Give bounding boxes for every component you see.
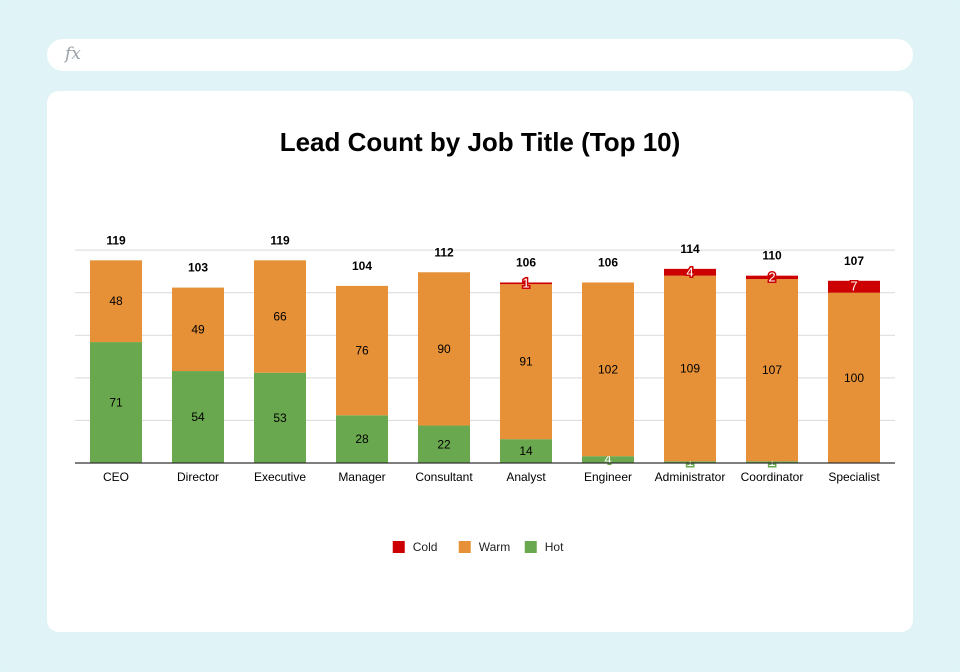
total-label: 119: [106, 233, 126, 247]
data-label: 49: [191, 322, 205, 336]
data-label: 1: [522, 275, 529, 290]
data-label: 107: [762, 363, 782, 377]
data-label: 14: [519, 444, 533, 458]
bar-hot: [418, 425, 470, 463]
x-tick-label: Manager: [338, 470, 385, 484]
data-label: 22: [437, 437, 451, 451]
total-label: 103: [188, 261, 208, 275]
bar-hot: [500, 439, 552, 463]
chart-title: Lead Count by Job Title (Top 10): [279, 127, 681, 157]
fx-icon: fx: [65, 44, 81, 64]
data-label: 76: [355, 344, 369, 358]
bar-warm: [664, 275, 716, 462]
total-label: 119: [270, 233, 290, 247]
bar-cold: [500, 282, 552, 285]
x-tick-label: Administrator: [655, 470, 726, 484]
data-label: 4: [604, 452, 611, 467]
stacked-bar-chart: 7148119CEO5449103Director5366119Executiv…: [75, 233, 895, 554]
bar-hot: [172, 371, 224, 463]
bar-warm: [336, 285, 388, 416]
bar-hot: [664, 461, 716, 463]
data-label: 53: [273, 411, 287, 425]
data-label: 7: [850, 279, 857, 294]
legend-swatch-warm: [458, 541, 471, 553]
x-tick-label: Director: [177, 470, 219, 484]
x-tick-label: CEO: [103, 470, 129, 484]
data-label: 28: [355, 432, 369, 446]
legend-label-cold: Cold: [413, 540, 438, 554]
legend-label-hot: Hot: [545, 540, 564, 554]
x-tick-label: Executive: [254, 470, 306, 484]
bar-warm: [90, 260, 142, 343]
x-tick-label: Specialist: [828, 470, 880, 484]
x-tick-label: Engineer: [584, 470, 632, 484]
bar-warm: [828, 292, 880, 463]
data-label: 109: [680, 361, 700, 375]
bar-warm: [254, 260, 306, 373]
bar-hot: [254, 372, 306, 463]
bar-warm: [746, 279, 798, 462]
legend-swatch-hot: [524, 541, 537, 553]
total-label: 106: [516, 255, 536, 269]
data-label: 91: [519, 355, 533, 369]
formula-bar[interactable]: fx: [47, 39, 913, 71]
data-label: 66: [273, 310, 287, 324]
x-tick-label: Consultant: [415, 470, 473, 484]
bar-hot: [746, 461, 798, 463]
data-label: 1: [686, 454, 693, 469]
data-label: 90: [437, 342, 451, 356]
bar-cold: [828, 280, 880, 293]
data-label: 1: [768, 454, 775, 469]
total-label: 112: [434, 245, 454, 259]
bar-warm: [582, 282, 634, 457]
bar-warm: [500, 284, 552, 440]
total-label: 106: [598, 255, 618, 269]
legend-swatch-cold: [392, 541, 405, 553]
data-label: 4: [686, 264, 693, 279]
total-label: 104: [352, 259, 372, 273]
bar-hot: [582, 456, 634, 463]
total-label: 110: [762, 249, 782, 263]
bar-warm: [418, 272, 470, 426]
data-label: 100: [844, 371, 864, 385]
data-label: 48: [109, 294, 123, 308]
bar-hot: [90, 342, 142, 463]
bar-warm: [172, 287, 224, 372]
data-label: 102: [598, 362, 618, 376]
bar-cold: [664, 268, 716, 276]
data-label: 71: [109, 396, 123, 410]
data-label: 54: [191, 410, 205, 424]
bar-cold: [746, 275, 798, 280]
total-label: 107: [844, 254, 864, 268]
x-tick-label: Coordinator: [741, 470, 804, 484]
total-label: 114: [680, 242, 700, 256]
x-tick-label: Analyst: [506, 470, 546, 484]
chart-card[interactable]: Lead Count by Job Title (Top 10) 71 48 119…: [47, 91, 913, 632]
legend-label-warm: Warm: [479, 540, 511, 554]
bar-hot: [336, 415, 388, 463]
data-label: 2: [768, 269, 775, 284]
